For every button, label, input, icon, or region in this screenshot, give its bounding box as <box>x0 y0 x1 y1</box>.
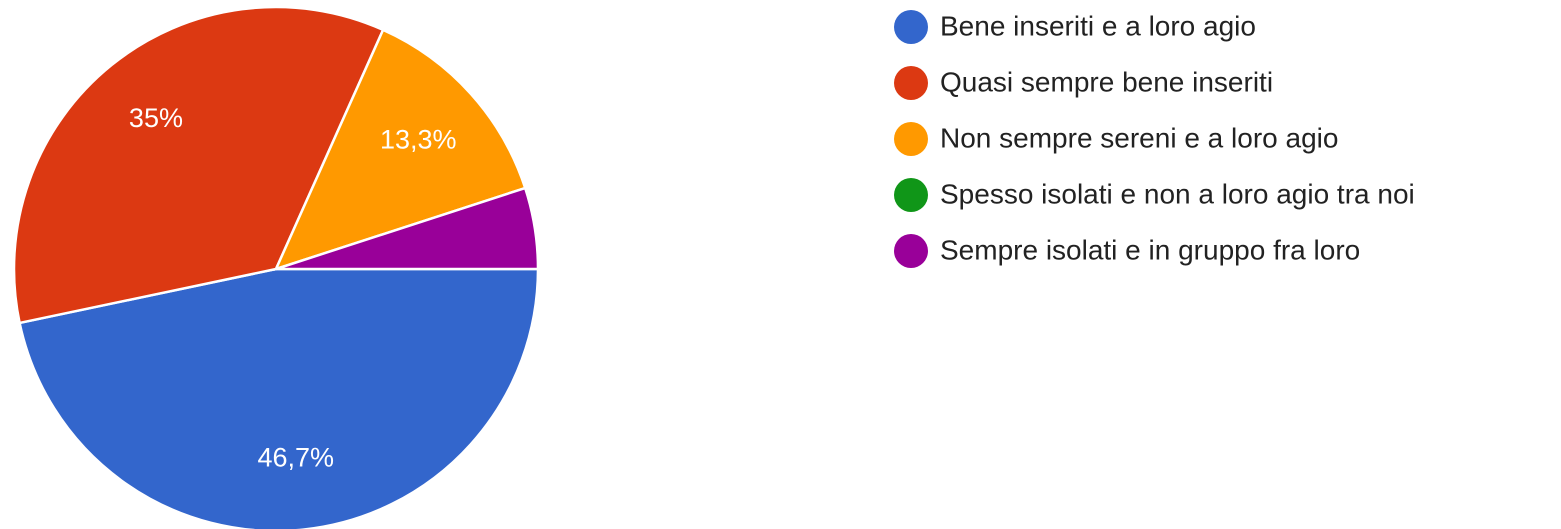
legend-marker <box>894 10 928 44</box>
legend-label: Sempre isolati e in gruppo fra loro <box>940 234 1360 265</box>
legend-label: Bene inseriti e a loro agio <box>940 10 1256 41</box>
legend-label: Non sempre sereni e a loro agio <box>940 122 1338 153</box>
slice-label: 13,3% <box>380 124 457 154</box>
slice-label: 46,7% <box>258 442 335 472</box>
slice-label: 35% <box>129 103 183 133</box>
legend-marker <box>894 122 928 156</box>
legend-marker <box>894 178 928 212</box>
legend-label: Spesso isolati e non a loro agio tra noi <box>940 178 1415 209</box>
pie-slice <box>12 5 385 325</box>
legend-marker <box>894 234 928 268</box>
pie-slice <box>275 186 540 271</box>
legend-marker <box>894 66 928 100</box>
pie-slice <box>273 28 527 272</box>
legend-label: Quasi sempre bene inseriti <box>940 66 1273 97</box>
pie-slice <box>18 267 540 529</box>
